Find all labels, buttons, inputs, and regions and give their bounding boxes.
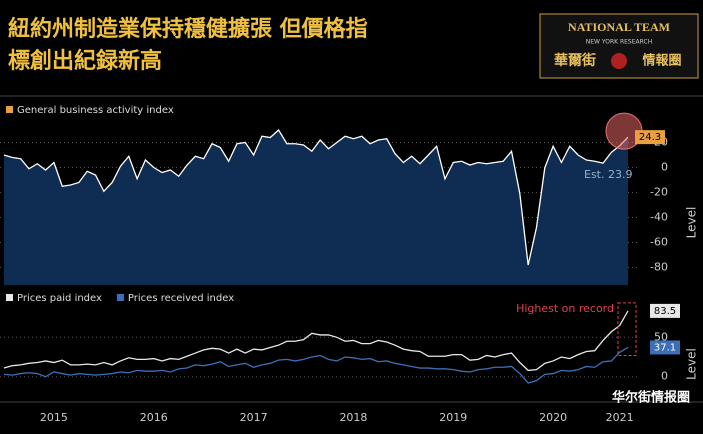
y-tick-label: -40 [650, 211, 668, 224]
line [3, 310, 629, 372]
title-line: 紐約州制造業保持穩健擴張 但價格指 [8, 16, 368, 42]
logo-left: 華爾街 [554, 52, 596, 69]
y-tick-label: -60 [650, 236, 668, 249]
y-tick-label: -20 [650, 186, 668, 199]
end-label: 24.3 [639, 132, 661, 143]
legend-label: Prices received index [128, 293, 234, 304]
legend-swatch [6, 106, 13, 113]
y-tick-label: 50 [654, 330, 668, 343]
end-label-bg [635, 130, 665, 145]
end-label: 37.1 [654, 342, 676, 353]
x-tick-label: 2017 [240, 411, 268, 424]
logo: NATIONAL TEAM NEW YORK RESEARCH 華爾街 情報圈 [539, 13, 699, 79]
x-tick-label: 2021 [606, 411, 634, 424]
line [3, 346, 629, 384]
legend-label: General business activity index [17, 105, 174, 116]
y-tick-label: 0 [661, 370, 668, 383]
y-tick-label: 0 [661, 161, 668, 174]
annotation: Est. 23.9 [584, 168, 632, 181]
title-line: 標創出紀録新高 [8, 48, 162, 74]
x-tick-label: 2018 [339, 411, 367, 424]
line [3, 128, 629, 266]
legend-label: Prices paid index [17, 293, 102, 304]
logo-sub: NEW YORK RESEARCH [586, 39, 652, 46]
end-label-bg [650, 303, 680, 318]
end-label-bg [650, 340, 680, 355]
x-tick-label: 2016 [140, 411, 168, 424]
end-label: 83.5 [654, 306, 676, 317]
watermark: 华尔街情报圈 [612, 390, 690, 406]
legend-swatch [116, 294, 124, 301]
x-tick-label: 2019 [439, 411, 467, 424]
area [4, 130, 628, 285]
y-tick-label: -80 [650, 261, 668, 274]
x-tick-label: 2020 [539, 411, 567, 424]
y-axis-label: Level [685, 207, 699, 239]
x-tick-label: 2015 [40, 411, 68, 424]
legend-swatch [6, 294, 13, 301]
logo-top: NATIONAL TEAM [568, 20, 670, 34]
annotation: Highest on record [516, 302, 614, 315]
logo-right: 情報圈 [642, 53, 681, 69]
y-axis-label: Level [685, 348, 699, 380]
logo-emblem [611, 53, 627, 69]
